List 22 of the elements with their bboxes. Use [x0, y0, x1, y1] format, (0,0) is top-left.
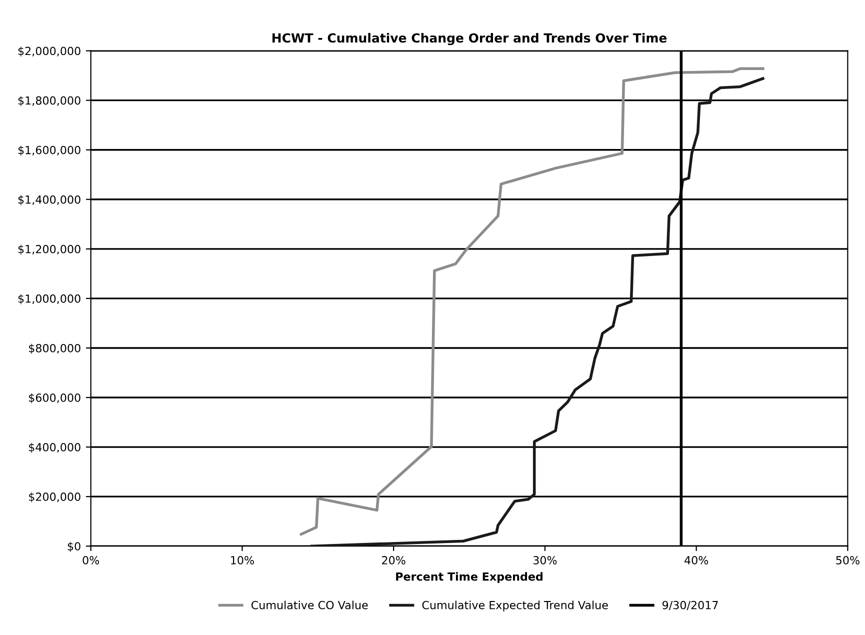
y-tick-label: $1,000,000: [18, 294, 80, 304]
y-tick-label: $1,400,000: [18, 195, 80, 206]
x-tick-label: 20%: [382, 556, 406, 564]
x-tick-label: 30%: [533, 556, 557, 564]
legend-label: 9/30/2017: [662, 600, 718, 610]
x-tick-label: 50%: [836, 556, 860, 564]
y-tick-label: $200,000: [29, 492, 80, 502]
chart-title: HCWT - Cumulative Change Order and Trends Over Time: [272, 32, 667, 46]
y-tick-label: $600,000: [29, 393, 80, 404]
legend-label: Cumulative CO Value: [251, 600, 368, 610]
y-tick-label: $1,800,000: [18, 96, 80, 106]
x-tick-label: 0%: [82, 556, 100, 564]
x-tick-label: 10%: [231, 556, 254, 564]
y-tick-label: $400,000: [29, 442, 80, 453]
y-tick-label: $800,000: [29, 344, 80, 354]
y-tick-label: $1,200,000: [18, 244, 80, 255]
legend-label: Cumulative Expected Trend Value: [422, 600, 608, 612]
y-tick-label: $0: [68, 542, 80, 552]
y-tick-label: $2,000,000: [18, 46, 80, 57]
x-axis-title: Percent Time Expended: [396, 572, 542, 583]
x-tick-label: 40%: [684, 556, 708, 564]
y-tick-label: $1,600,000: [18, 146, 80, 156]
